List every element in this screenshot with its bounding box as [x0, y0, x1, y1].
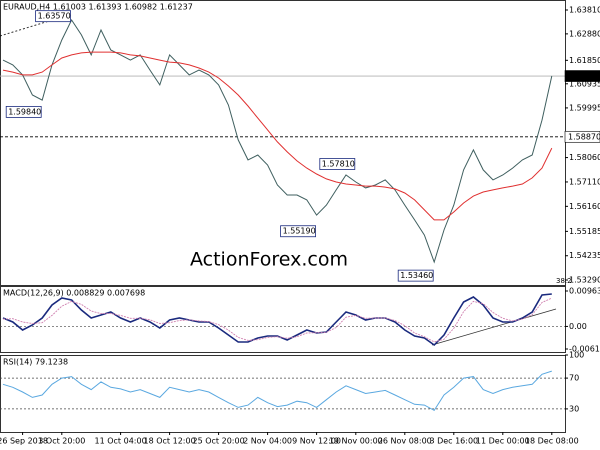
y-tick-label: 1.59995	[569, 103, 600, 112]
y-tick-label: 1.53290	[569, 275, 600, 284]
level-box	[564, 130, 600, 143]
annotation-box	[5, 105, 42, 118]
trend-line	[0, 13, 73, 37]
series-line	[2, 18, 553, 264]
panel-frame	[0, 286, 566, 353]
y-tick-label: 70	[569, 374, 579, 383]
panel-frame	[0, 355, 566, 433]
x-tick-label: 26 Sep 2018	[0, 437, 48, 446]
y-tick-label: 30	[569, 404, 579, 413]
annotation-label: 1.53460	[400, 271, 433, 280]
panel-title: EURAUD,H4 1.61003 1.61393 1.60982 1.6123…	[3, 3, 193, 12]
level-label: 1.61237	[568, 72, 600, 81]
y-tick-label: 1.56160	[569, 202, 600, 211]
y-tick-label: -0.006144	[569, 345, 600, 354]
y-tick-label: 1.55185	[569, 227, 600, 236]
y-tick-label: 100	[569, 351, 584, 360]
panel-title: RSI(14) 79.1238	[3, 358, 68, 367]
series-line	[2, 293, 552, 347]
series-line	[2, 297, 552, 343]
y-tick-label: 0.00	[569, 322, 587, 331]
annotation-box	[319, 158, 356, 170]
y-tick-label: 1.60935	[569, 79, 600, 88]
series-line	[2, 51, 553, 221]
x-tick-label: 3 Dec 16:00	[429, 437, 478, 446]
annotation-label: 1.59840	[8, 107, 41, 116]
panel-frame	[0, 0, 566, 286]
y-tick-label: 1.61850	[569, 56, 600, 65]
level-box	[564, 70, 600, 82]
annotation-label: 1.57810	[322, 159, 355, 168]
x-tick-label: 3 Oct 20:00	[38, 437, 85, 446]
x-tick-label: 2 Nov 04:00	[243, 437, 292, 446]
x-tick-label: 19 Nov 00:00	[329, 437, 383, 446]
x-tick-label: 18 Oct 12:00	[144, 437, 196, 446]
y-tick-label: 1.62880	[569, 29, 600, 38]
x-tick-label: 18 Dec 08:00	[525, 437, 579, 446]
x-tick-label: 11 Dec 00:00	[476, 437, 530, 446]
series-line	[2, 370, 552, 412]
annotation-box	[397, 269, 434, 282]
y-tick-label: 1.57110	[569, 177, 600, 186]
watermark: ActionForex.com	[190, 249, 348, 271]
panel-title: MACD(12,26,9) 0.008829 0.007698	[3, 289, 145, 298]
x-tick-label: 9 Nov 12:00	[292, 437, 341, 446]
x-tick-label: 11 Oct 04:00	[95, 437, 147, 446]
y-tick-label: 0.009638	[569, 287, 600, 296]
x-tick-label: 26 Nov 08:00	[378, 437, 432, 446]
annotation-label: 1.63570	[38, 12, 71, 21]
macd-trend-line	[431, 308, 557, 346]
x-tick-label: 25 Oct 20:00	[193, 437, 245, 446]
level-label: 1.58870	[568, 132, 600, 141]
fib-label: 38.2	[556, 277, 572, 285]
y-tick-label: 1.54235	[569, 251, 600, 260]
annotation-box	[280, 225, 317, 238]
annotation-label: 1.55190	[283, 227, 316, 236]
y-tick-label: 1.58060	[569, 153, 600, 162]
y-tick-label: 1.63810	[569, 6, 600, 15]
annotation-box	[35, 10, 71, 23]
